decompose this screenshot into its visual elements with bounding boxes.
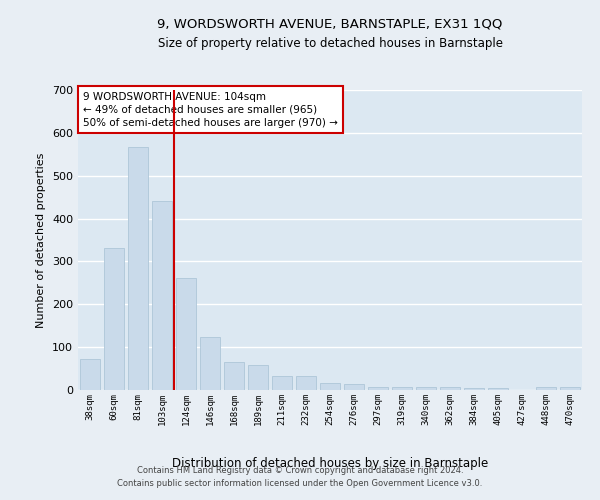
Bar [392,387,412,390]
Bar [488,388,508,390]
Text: 9 WORDSWORTH AVENUE: 104sqm
← 49% of detached houses are smaller (965)
50% of se: 9 WORDSWORTH AVENUE: 104sqm ← 49% of det… [83,92,338,128]
Bar [296,376,316,390]
Text: Contains HM Land Registry data © Crown copyright and database right 2024.
Contai: Contains HM Land Registry data © Crown c… [118,466,482,487]
Bar [416,387,436,390]
Y-axis label: Number of detached properties: Number of detached properties [37,152,46,328]
Bar [560,387,580,390]
Bar [344,384,364,390]
Bar [536,388,556,390]
Bar [440,388,460,390]
Bar [104,248,124,390]
Bar [200,338,220,390]
Text: 9, WORDSWORTH AVENUE, BARNSTAPLE, EX31 1QQ: 9, WORDSWORTH AVENUE, BARNSTAPLE, EX31 1… [157,18,503,30]
Text: Distribution of detached houses by size in Barnstaple: Distribution of detached houses by size … [172,458,488,470]
Bar [248,364,268,390]
Bar [80,359,100,390]
Bar [176,278,196,390]
Bar [464,388,484,390]
Bar [128,147,148,390]
Bar [272,376,292,390]
Bar [368,386,388,390]
Bar [320,382,340,390]
Bar [224,362,244,390]
Text: Size of property relative to detached houses in Barnstaple: Size of property relative to detached ho… [157,38,503,51]
Bar [152,202,172,390]
